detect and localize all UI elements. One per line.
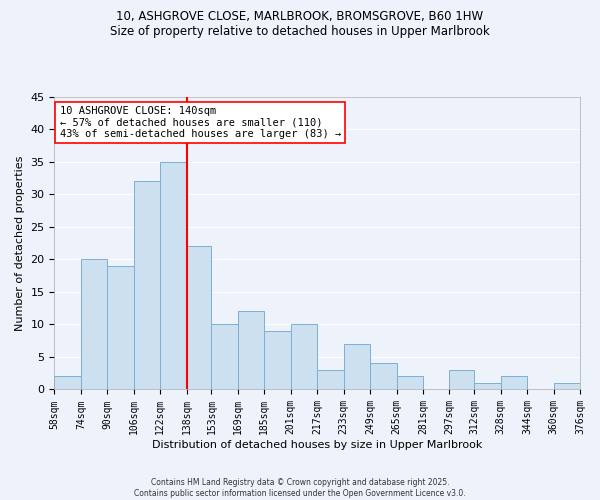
Bar: [134, 182, 160, 390]
Bar: [500, 376, 527, 390]
Bar: [160, 162, 187, 390]
Bar: [370, 364, 397, 390]
Bar: [291, 324, 317, 390]
Bar: [344, 344, 370, 390]
Bar: [107, 266, 134, 390]
Bar: [474, 383, 500, 390]
Bar: [55, 376, 81, 390]
Bar: [81, 260, 107, 390]
Bar: [211, 324, 238, 390]
Bar: [554, 383, 580, 390]
Bar: [187, 246, 211, 390]
Bar: [397, 376, 423, 390]
Bar: [317, 370, 344, 390]
Text: 10 ASHGROVE CLOSE: 140sqm
← 57% of detached houses are smaller (110)
43% of semi: 10 ASHGROVE CLOSE: 140sqm ← 57% of detac…: [59, 106, 341, 139]
Bar: [238, 312, 265, 390]
Text: 10, ASHGROVE CLOSE, MARLBROOK, BROMSGROVE, B60 1HW
Size of property relative to : 10, ASHGROVE CLOSE, MARLBROOK, BROMSGROV…: [110, 10, 490, 38]
X-axis label: Distribution of detached houses by size in Upper Marlbrook: Distribution of detached houses by size …: [152, 440, 482, 450]
Bar: [265, 331, 291, 390]
Bar: [449, 370, 474, 390]
Y-axis label: Number of detached properties: Number of detached properties: [15, 156, 25, 331]
Text: Contains HM Land Registry data © Crown copyright and database right 2025.
Contai: Contains HM Land Registry data © Crown c…: [134, 478, 466, 498]
